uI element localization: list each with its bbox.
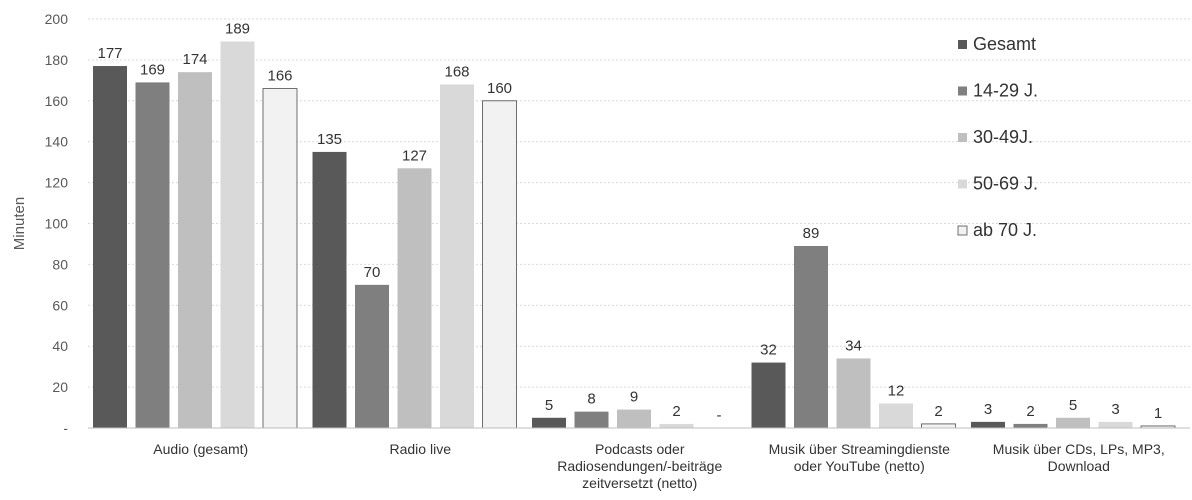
data-label: 3 <box>984 401 992 418</box>
legend-swatch <box>958 86 967 96</box>
y-tick-label: 40 <box>52 338 68 354</box>
x-tick-label: Musik über Streamingdienste <box>769 441 951 457</box>
legend-swatch <box>958 133 967 142</box>
data-label: 160 <box>487 80 512 97</box>
data-label: 135 <box>317 131 342 148</box>
y-axis-title: Minuten <box>11 197 28 250</box>
bar <box>220 41 255 429</box>
data-label: - <box>717 407 722 424</box>
data-label: 177 <box>97 45 122 62</box>
data-label: 89 <box>803 225 820 242</box>
data-label: 8 <box>587 391 595 408</box>
x-tick-label: Radiosendungen/-beiträge <box>557 458 722 474</box>
x-tick-label: Download <box>1048 458 1110 474</box>
legend-label: Gesamt <box>973 34 1036 54</box>
x-tick-label: Podcasts oder <box>595 441 685 457</box>
legend-label: 14-29 J. <box>973 81 1038 101</box>
data-label: 32 <box>760 342 777 359</box>
y-tick-label: 80 <box>52 256 68 272</box>
bar <box>532 417 566 428</box>
data-label: 2 <box>1026 403 1034 420</box>
data-label: 70 <box>364 264 381 281</box>
bar <box>262 88 298 429</box>
data-label: 34 <box>845 337 862 354</box>
data-label: 166 <box>267 68 292 85</box>
data-label: 1 <box>1154 405 1162 422</box>
bar <box>440 84 474 428</box>
bar <box>178 72 212 429</box>
bar <box>1056 417 1090 428</box>
y-tick-label: 20 <box>52 379 68 395</box>
y-tick-label: 160 <box>45 93 69 109</box>
x-tick-label: Musik über CDs, LPs, MP3, <box>993 441 1165 457</box>
bar <box>482 100 517 429</box>
x-tick-label: Audio (gesamt) <box>153 441 248 457</box>
bar <box>1098 421 1133 428</box>
bar <box>135 82 170 429</box>
legend-swatch <box>957 225 968 236</box>
data-label: 9 <box>630 389 638 406</box>
bar <box>751 362 786 428</box>
y-tick-label: 200 <box>45 11 69 27</box>
bar <box>397 168 432 428</box>
data-label: 3 <box>1111 401 1119 418</box>
legend-swatch <box>958 40 967 49</box>
bar <box>971 421 1005 428</box>
data-label: 189 <box>225 20 250 37</box>
bar <box>921 423 956 429</box>
legend-swatch <box>958 179 967 189</box>
bar <box>574 411 609 428</box>
bar <box>836 358 871 428</box>
data-label: 5 <box>545 397 553 414</box>
x-tick-label: oder YouTube (netto) <box>794 458 925 474</box>
bar <box>879 403 913 428</box>
y-tick-label: 180 <box>45 52 69 68</box>
x-tick-label: zeitversetzt (netto) <box>582 475 697 491</box>
bar <box>312 151 347 429</box>
y-tick-label: 100 <box>45 216 69 232</box>
bar <box>659 423 694 428</box>
bar <box>617 409 651 428</box>
x-tick-label: Radio live <box>390 441 452 457</box>
data-label: 5 <box>1069 397 1077 414</box>
bar <box>93 66 127 428</box>
bar <box>794 245 828 428</box>
legend-label: 50-69 J. <box>973 174 1038 194</box>
legend-label: 30-49J. <box>973 127 1033 147</box>
legend-label: ab 70 J. <box>973 220 1037 240</box>
bar <box>1013 423 1048 428</box>
bar <box>355 284 389 428</box>
data-label: 168 <box>444 63 469 80</box>
y-tick-label: 60 <box>52 297 68 313</box>
data-label: 169 <box>140 61 165 78</box>
data-label: 174 <box>182 51 207 68</box>
y-tick-label: 140 <box>45 134 69 150</box>
y-tick-label: - <box>63 420 68 436</box>
data-label: 12 <box>888 382 905 399</box>
data-label: 2 <box>672 403 680 420</box>
data-label: 2 <box>934 403 942 420</box>
data-label: 127 <box>402 147 427 164</box>
y-tick-label: 120 <box>45 175 69 191</box>
